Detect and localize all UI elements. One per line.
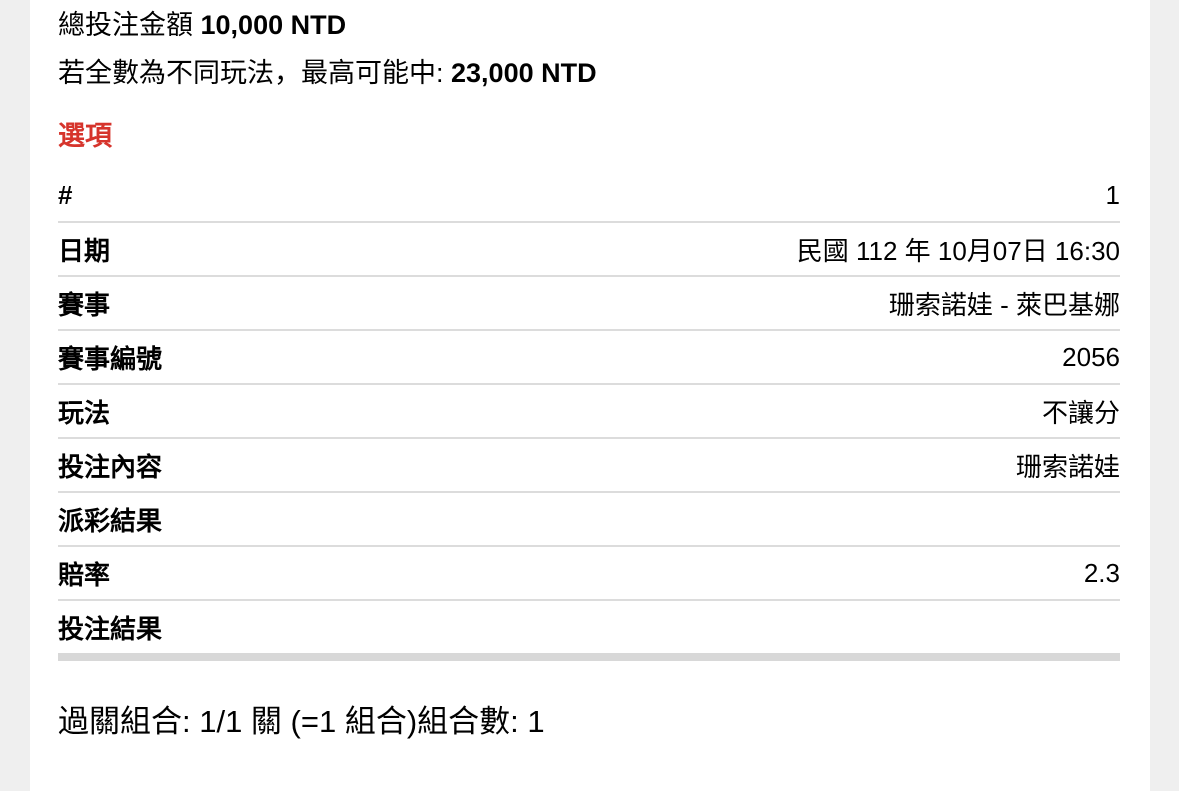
row-label: 賽事 — [58, 289, 111, 320]
row-value: 2056 — [1062, 341, 1120, 372]
row-label: 投注內容 — [58, 451, 163, 482]
table-row-bet-content: 投注內容 珊索諾娃 — [58, 439, 1120, 493]
bet-slip-detail-panel: 總投注金額 10,000 NTD 若全數為不同玩法，最高可能中: 23,000 … — [30, 0, 1150, 791]
row-label: 賠率 — [58, 559, 111, 590]
parlay-combos-line: 過關組合: 1/1 關 (=1 組合)組合數: 1 — [58, 704, 545, 739]
row-value: 民國 112 年 10月07日 16:30 — [796, 235, 1120, 266]
total-bet-label: 總投注金額 — [58, 10, 201, 40]
table-row-play-type: 玩法 不讓分 — [58, 385, 1120, 439]
row-value: 珊索諾娃 - 萊巴基娜 — [888, 289, 1120, 320]
options-section-title: 選項 — [58, 121, 112, 151]
max-win-amount: 23,000 NTD — [451, 58, 597, 88]
row-label: 日期 — [58, 235, 111, 266]
row-label: 投注結果 — [58, 613, 163, 644]
table-row-odds: 賠率 2.3 — [58, 547, 1120, 601]
row-value: 珊索諾娃 — [1015, 451, 1120, 482]
total-bet-line: 總投注金額 10,000 NTD — [58, 0, 1120, 41]
table-row-date: 日期 民國 112 年 10月07日 16:30 — [58, 223, 1120, 277]
table-row-payout-result: 派彩結果 — [58, 493, 1120, 547]
row-label: # — [58, 179, 73, 210]
row-label: 玩法 — [58, 397, 111, 428]
table-row-event-id: 賽事編號 2056 — [58, 331, 1120, 385]
table-row-number: # 1 — [58, 169, 1120, 223]
row-value: 2.3 — [1083, 557, 1120, 588]
bet-detail-table: # 1 日期 民國 112 年 10月07日 16:30 賽事 珊索諾娃 - 萊… — [58, 169, 1120, 661]
max-win-line: 若全數為不同玩法，最高可能中: 23,000 NTD — [58, 57, 1120, 89]
max-win-label: 若全數為不同玩法，最高可能中: — [58, 58, 452, 88]
row-value: 1 — [1105, 179, 1120, 210]
row-label: 派彩結果 — [58, 505, 163, 536]
row-label: 賽事編號 — [58, 343, 163, 374]
table-row-bet-result: 投注結果 — [58, 601, 1120, 653]
row-value: 不讓分 — [1041, 397, 1120, 428]
table-row-event: 賽事 珊索諾娃 - 萊巴基娜 — [58, 277, 1120, 331]
total-bet-amount: 10,000 NTD — [200, 10, 347, 40]
